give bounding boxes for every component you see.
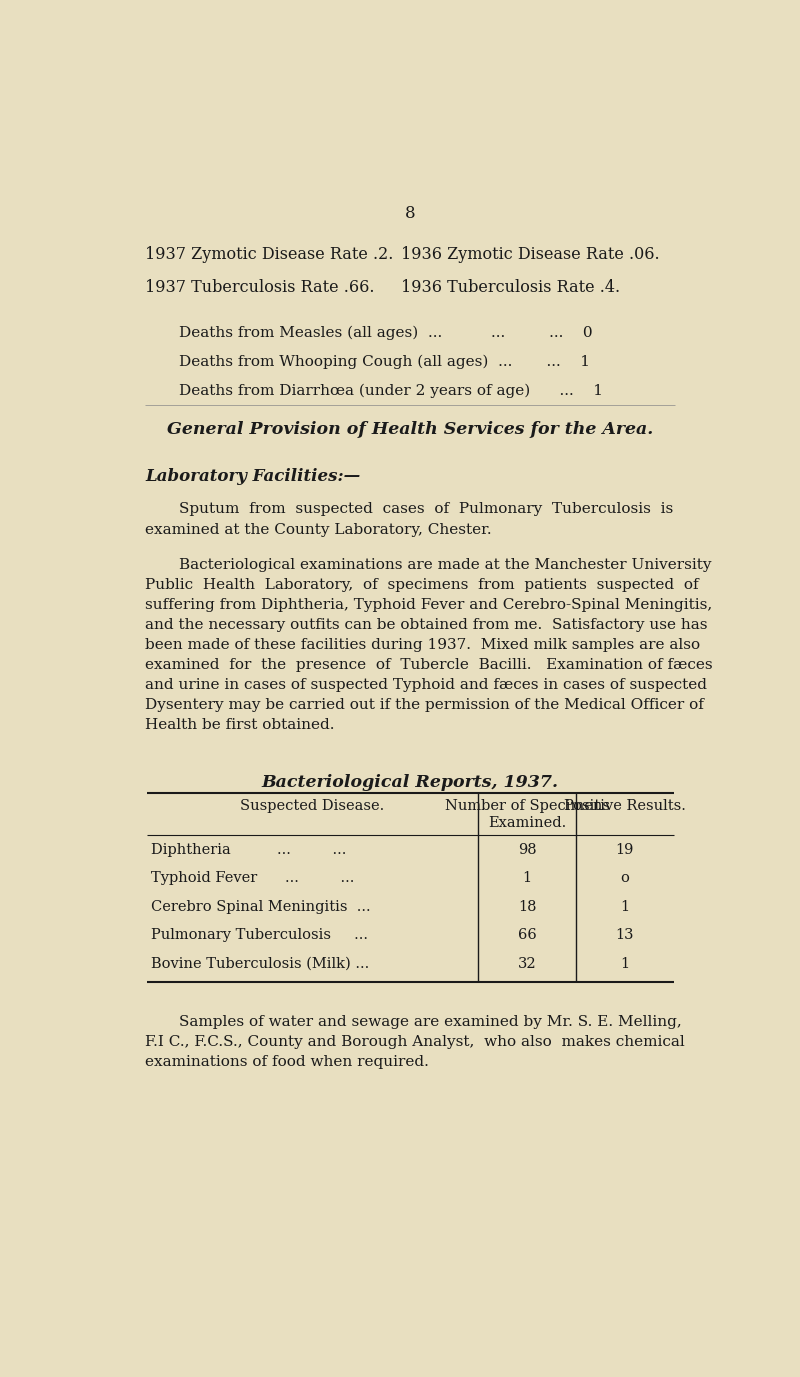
Text: Typhoid Fever      ...         ...: Typhoid Fever ... ... (151, 872, 354, 885)
Text: and the necessary outfits can be obtained from me.  Satisfactory use has: and the necessary outfits can be obtaine… (145, 618, 707, 632)
Text: 32: 32 (518, 957, 536, 971)
Text: 98: 98 (518, 843, 536, 856)
Text: 1937 Zymotic Disease Rate .2.: 1937 Zymotic Disease Rate .2. (145, 246, 394, 263)
Text: 1936 Zymotic Disease Rate .06.: 1936 Zymotic Disease Rate .06. (401, 246, 659, 263)
Text: Bacteriological examinations are made at the Manchester University: Bacteriological examinations are made at… (179, 558, 711, 571)
Text: 8: 8 (405, 205, 415, 222)
Text: 19: 19 (615, 843, 634, 856)
Text: Sputum  from  suspected  cases  of  Pulmonary  Tuberculosis  is: Sputum from suspected cases of Pulmonary… (179, 501, 674, 516)
Text: Samples of water and sewage are examined by Mr. S. E. Melling,: Samples of water and sewage are examined… (179, 1015, 682, 1029)
Text: Deaths from Measles (all ages)  ...          ...         ...    0: Deaths from Measles (all ages) ... ... .… (179, 325, 593, 340)
Text: Cerebro Spinal Meningitis  ...: Cerebro Spinal Meningitis ... (151, 899, 370, 914)
Text: examined at the County Laboratory, Chester.: examined at the County Laboratory, Chest… (145, 522, 491, 537)
Text: Bovine Tuberculosis (Milk) ...: Bovine Tuberculosis (Milk) ... (151, 957, 370, 971)
Text: o: o (620, 872, 629, 885)
Text: 1: 1 (522, 872, 531, 885)
Text: Bacteriological Reports, 1937.: Bacteriological Reports, 1937. (262, 774, 558, 790)
Text: 1: 1 (620, 957, 630, 971)
Text: 1: 1 (620, 899, 630, 914)
Text: 18: 18 (518, 899, 536, 914)
Text: been made of these facilities during 1937.  Mixed milk samples are also: been made of these facilities during 193… (145, 638, 700, 653)
Text: and urine in cases of suspected Typhoid and fæces in cases of suspected: and urine in cases of suspected Typhoid … (145, 677, 707, 693)
Text: Public  Health  Laboratory,  of  specimens  from  patients  suspected  of: Public Health Laboratory, of specimens f… (145, 578, 698, 592)
Text: Laboratory Facilities:—: Laboratory Facilities:— (145, 468, 360, 485)
Text: 1936 Tuberculosis Rate .4.: 1936 Tuberculosis Rate .4. (401, 280, 620, 296)
Text: Pulmonary Tuberculosis     ...: Pulmonary Tuberculosis ... (151, 928, 368, 942)
Text: Number of Specimens
Examined.: Number of Specimens Examined. (445, 799, 610, 830)
Text: Health be first obtained.: Health be first obtained. (145, 717, 334, 733)
Text: 66: 66 (518, 928, 537, 942)
Text: Dysentery may be carried out if the permission of the Medical Officer of: Dysentery may be carried out if the perm… (145, 698, 704, 712)
Text: Suspected Disease.: Suspected Disease. (240, 799, 385, 812)
Text: 13: 13 (615, 928, 634, 942)
Text: Positive Results.: Positive Results. (564, 799, 686, 812)
Text: examined  for  the  presence  of  Tubercle  Bacilli.   Examination of fæces: examined for the presence of Tubercle Ba… (145, 658, 713, 672)
Text: suffering from Diphtheria, Typhoid Fever and Cerebro-Spinal Meningitis,: suffering from Diphtheria, Typhoid Fever… (145, 598, 712, 611)
Text: F.I C., F.C.S., County and Borough Analyst,  who also  makes chemical: F.I C., F.C.S., County and Borough Analy… (145, 1034, 685, 1048)
Text: 1937 Tuberculosis Rate .66.: 1937 Tuberculosis Rate .66. (145, 280, 374, 296)
Text: examinations of food when required.: examinations of food when required. (145, 1055, 429, 1069)
Text: General Provision of Health Services for the Area.: General Provision of Health Services for… (167, 421, 653, 438)
Text: Deaths from Diarrhœa (under 2 years of age)      ...    1: Deaths from Diarrhœa (under 2 years of a… (179, 384, 603, 398)
Text: Diphtheria          ...         ...: Diphtheria ... ... (151, 843, 346, 856)
Text: Deaths from Whooping Cough (all ages)  ...       ...    1: Deaths from Whooping Cough (all ages) ..… (179, 355, 590, 369)
